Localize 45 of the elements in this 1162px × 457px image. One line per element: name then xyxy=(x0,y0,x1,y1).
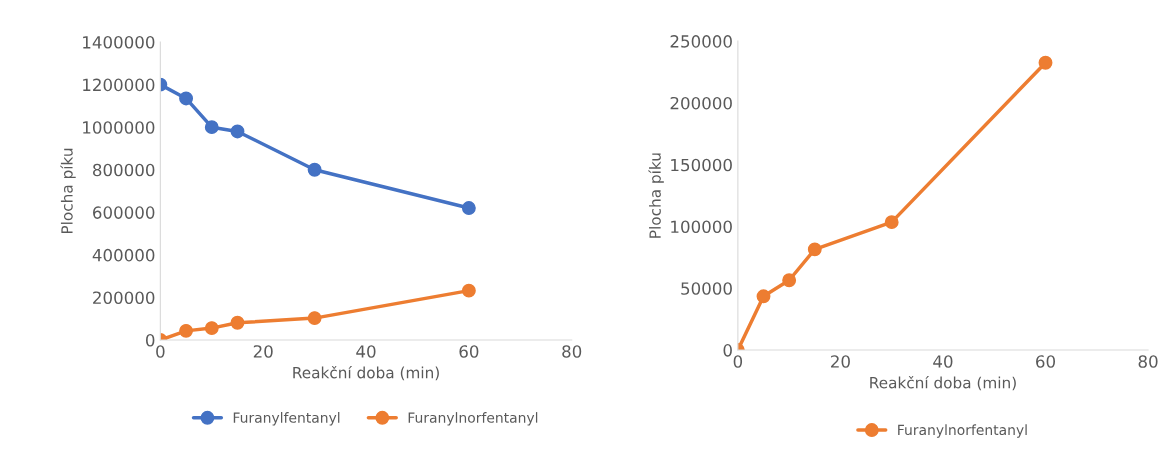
point xyxy=(179,323,194,338)
x-tick-label: 80 xyxy=(562,345,582,358)
x-tick-label: 40 xyxy=(356,345,376,358)
point xyxy=(807,242,822,257)
x-tick-label: 20 xyxy=(253,345,273,358)
legend-label: Furanylnorfentanyl xyxy=(898,424,1027,438)
x-tick-label: 60 xyxy=(1036,355,1056,368)
point xyxy=(307,162,322,177)
y-tick-label: 600000 xyxy=(93,206,155,219)
legend-label: Furanylnorfentanyl xyxy=(408,412,538,426)
point xyxy=(461,283,476,298)
x-tick-label: 20 xyxy=(831,355,850,368)
y-tick-label: 200000 xyxy=(670,96,732,110)
point xyxy=(884,215,899,230)
x-axis-title: Reakční doba (min) xyxy=(293,365,439,381)
point xyxy=(230,315,245,330)
point xyxy=(1038,55,1053,70)
y-axis-title: Plocha píku xyxy=(60,148,76,234)
y-tick-label: 50000 xyxy=(681,282,732,295)
x-axis-title: Reakční doba (min) xyxy=(870,376,1016,391)
y-tick-label: 250000 xyxy=(670,35,732,48)
y-tick-label: 1200000 xyxy=(83,78,155,92)
point xyxy=(204,120,219,135)
point xyxy=(307,311,322,326)
y-tick-label: 200000 xyxy=(93,291,155,305)
x-tick-label: 40 xyxy=(933,355,953,368)
x-tick-label: 0 xyxy=(733,355,743,368)
point xyxy=(179,91,194,106)
y-tick-label: 800000 xyxy=(93,163,155,177)
y-tick-label: 0 xyxy=(145,333,155,347)
point xyxy=(204,321,219,336)
y-tick-label: 150000 xyxy=(671,158,732,172)
point xyxy=(756,289,771,304)
point xyxy=(230,124,245,139)
y-axis-title: Plocha píku xyxy=(648,153,664,238)
x-tick-label: 60 xyxy=(459,345,479,358)
x-tick-label: 0 xyxy=(156,345,165,358)
y-tick-label: 100000 xyxy=(671,220,732,234)
point xyxy=(782,273,797,288)
legend-label: Furanylfentanyl xyxy=(233,412,340,426)
y-tick-label: 1400000 xyxy=(83,36,155,49)
y-tick-label: 1000000 xyxy=(83,121,155,134)
x-tick-label: 80 xyxy=(1138,355,1158,368)
y-tick-label: 400000 xyxy=(92,248,155,262)
point xyxy=(461,201,476,215)
